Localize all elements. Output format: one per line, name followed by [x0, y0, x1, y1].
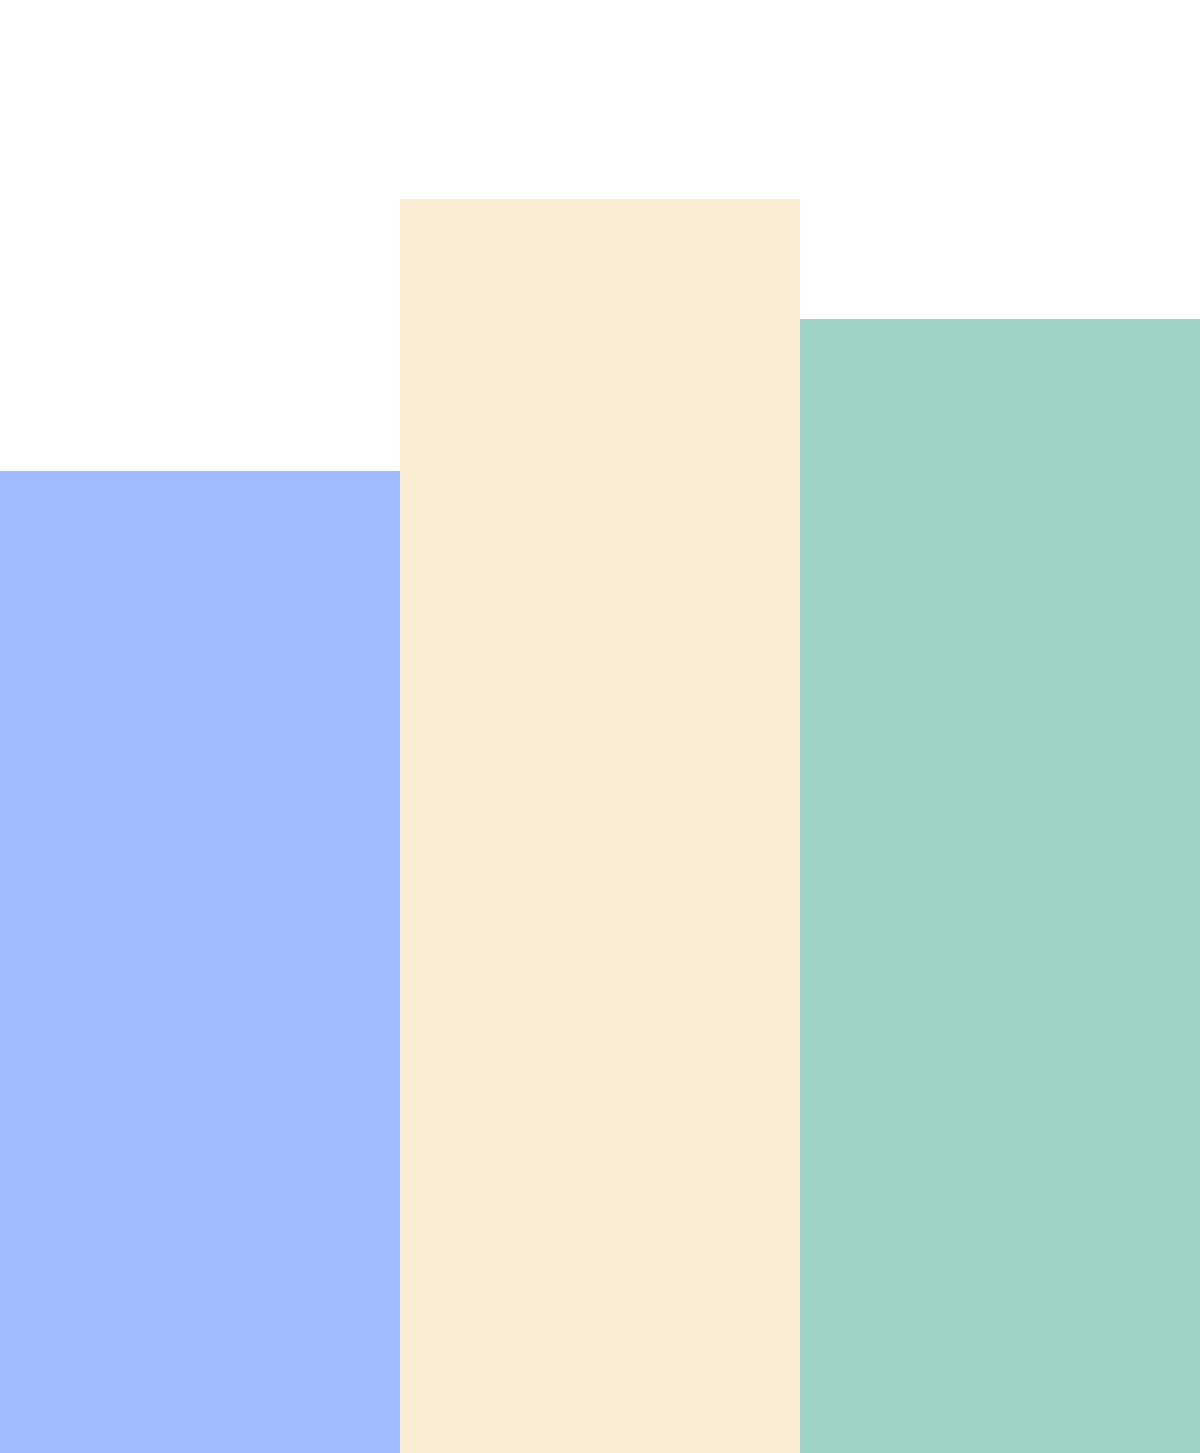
bar — [800, 319, 1200, 1453]
bar — [0, 471, 400, 1453]
bar — [400, 199, 800, 1453]
